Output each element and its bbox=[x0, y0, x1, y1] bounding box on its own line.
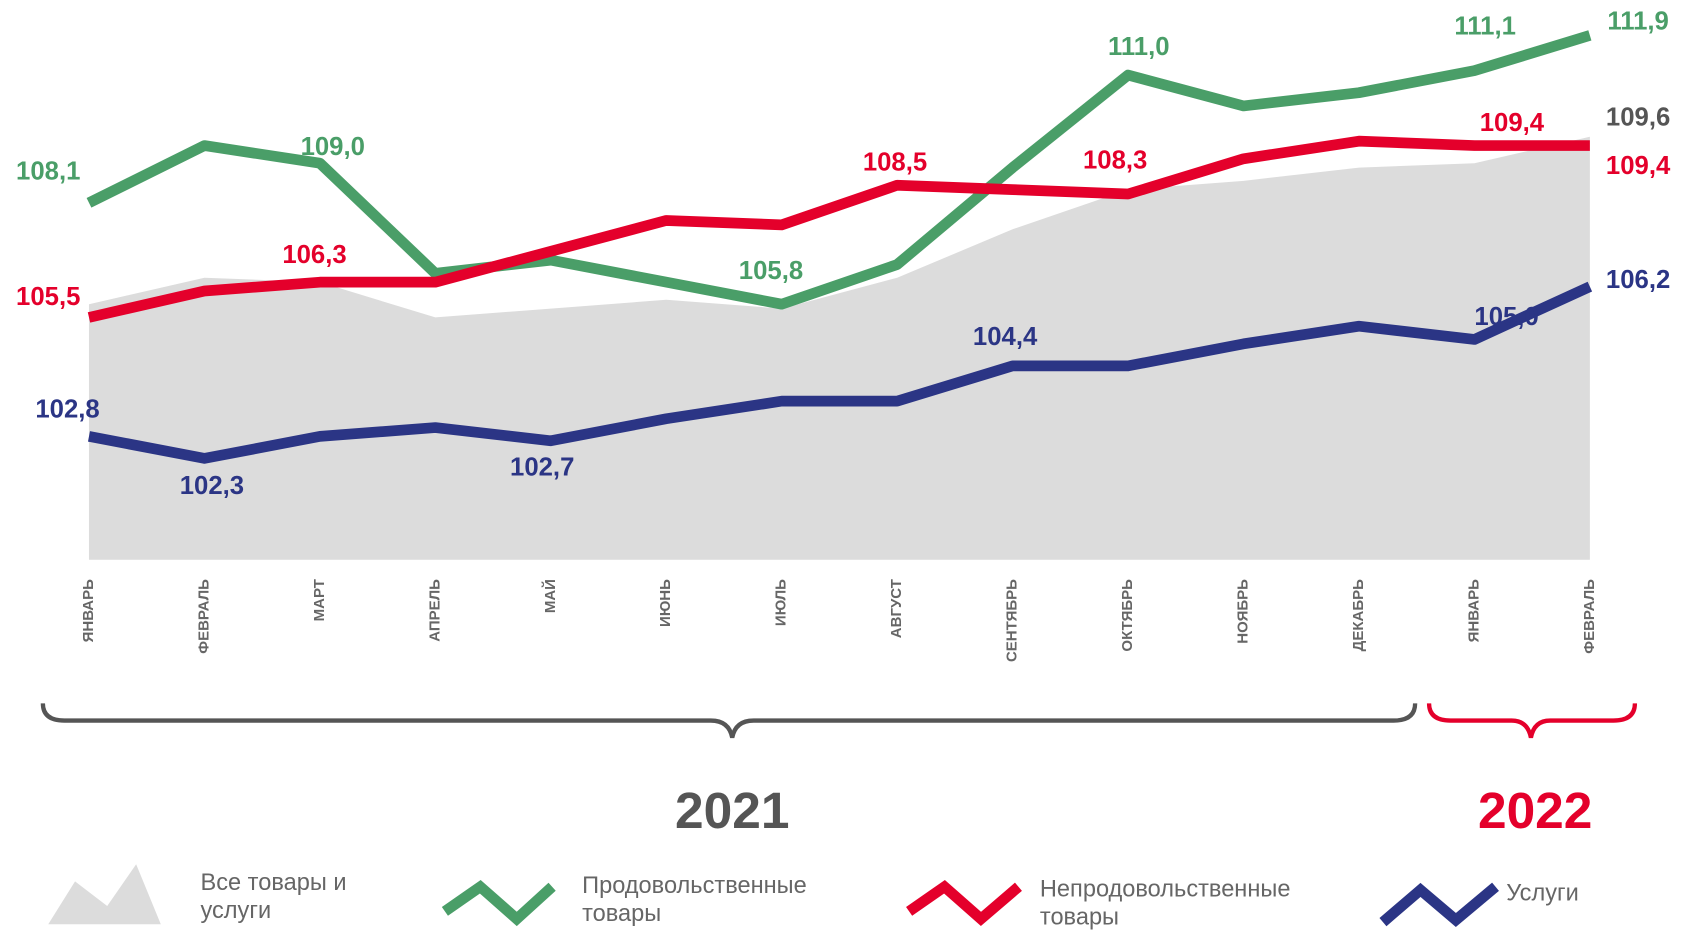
x-tick-label: АПРЕЛЬ bbox=[426, 579, 443, 642]
data-label: 106,3 bbox=[282, 241, 346, 269]
data-label: 109,4 bbox=[1606, 152, 1671, 180]
data-label: 105,8 bbox=[739, 257, 803, 285]
legend-text: Все товары и услуги bbox=[200, 868, 347, 924]
legend-text: Непродовольственные товары bbox=[1039, 874, 1291, 930]
x-tick-label: ЯНВАРЬ bbox=[80, 579, 97, 643]
legend-text: Услуги bbox=[1506, 879, 1579, 907]
data-label: 109,6 bbox=[1606, 103, 1670, 131]
x-tick-label: ИЮНЬ bbox=[657, 579, 674, 627]
data-label: 111,9 bbox=[1607, 7, 1669, 35]
data-label: 111,1 bbox=[1454, 13, 1516, 41]
legend-entry: Услуги bbox=[1506, 879, 1579, 907]
data-label: 108,3 bbox=[1083, 147, 1147, 175]
x-tick-label: ЯНВАРЬ bbox=[1465, 579, 1482, 643]
x-tick-label: НОЯБРЬ bbox=[1234, 579, 1251, 644]
year-label: 2022 bbox=[1478, 781, 1592, 839]
x-tick-label: ИЮЛЬ bbox=[773, 579, 790, 626]
data-label: 111,0 bbox=[1108, 33, 1170, 61]
x-tick-label: СЕНТЯБРЬ bbox=[1004, 579, 1021, 662]
legend-entry: Все товары и услуги bbox=[200, 868, 347, 924]
year-label: 2021 bbox=[675, 781, 789, 839]
legend-text: Продовольственные товары bbox=[582, 871, 807, 927]
data-label: 106,2 bbox=[1606, 266, 1670, 294]
x-tick-label: ДЕКАБРЬ bbox=[1350, 579, 1367, 651]
area bbox=[88, 136, 1590, 560]
data-label: 105,5 bbox=[16, 283, 80, 311]
legend-icon-line bbox=[1379, 882, 1499, 927]
data-label: 108,5 bbox=[863, 149, 927, 177]
data-label: 104,4 bbox=[973, 323, 1038, 351]
x-tick-label: МАРТ bbox=[311, 579, 328, 621]
data-label: 105,0 bbox=[1474, 303, 1538, 331]
data-label: 102,3 bbox=[180, 472, 244, 500]
data-label: 109,0 bbox=[301, 133, 365, 161]
x-tick-label: ОКТЯБРЬ bbox=[1119, 579, 1136, 652]
line bbox=[87, 135, 1590, 323]
line bbox=[86, 30, 1592, 310]
plot-area: ЯНВАРЬ ФЕВРАЛЬ МАРТ АПРЕЛЬ МАЙ ИЮНЬ ИЮЛЬ АВГУСТ… bbox=[16, 7, 1671, 662]
legend-icon-line bbox=[441, 879, 556, 927]
data-label: 102,8 bbox=[35, 395, 99, 423]
x-tick-label: ФЕВРАЛЬ bbox=[195, 579, 212, 654]
legend-icon-line bbox=[906, 879, 1022, 927]
x-tick-label: ФЕВРАЛЬ bbox=[1581, 579, 1598, 654]
data-label: 108,1 bbox=[16, 158, 80, 186]
legend-icon-area bbox=[48, 864, 161, 925]
legend-entry: Непродовольственные товары bbox=[1039, 874, 1291, 930]
data-label: 102,7 bbox=[510, 453, 574, 481]
line bbox=[87, 281, 1593, 464]
brace-2022 bbox=[1426, 703, 1638, 739]
x-tick-label: МАЙ bbox=[541, 579, 559, 613]
data-label: 109,4 bbox=[1480, 109, 1545, 137]
x-tick-label: АВГУСТ bbox=[888, 579, 905, 638]
brace-2021 bbox=[40, 703, 1418, 739]
legend-entry: Продовольственные товары bbox=[582, 871, 807, 927]
